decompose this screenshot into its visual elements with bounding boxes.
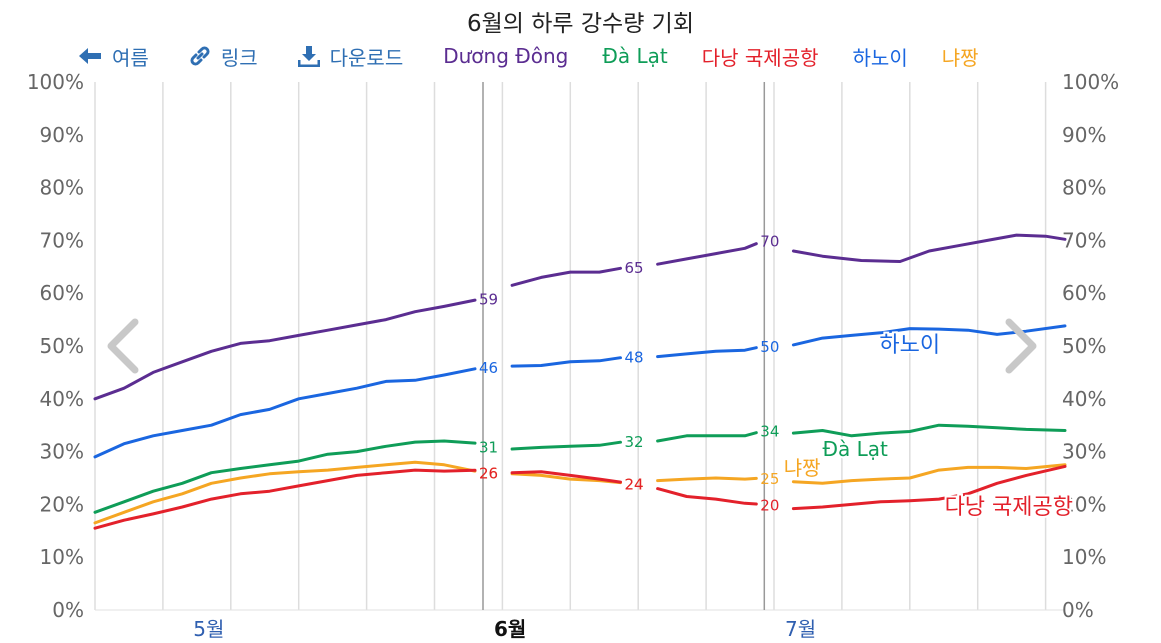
x-tick-label: 7월 (785, 617, 816, 641)
y-tick-label-left: 0% (52, 598, 84, 622)
series-0: 59 65 70 (93, 232, 1067, 401)
y-tick-label-right: 10% (1062, 545, 1106, 569)
y-tick-label-right: 50% (1062, 334, 1106, 358)
data-label: 34 (760, 422, 779, 440)
data-label: 20 (760, 496, 779, 514)
data-label: 46 (479, 359, 498, 377)
legend-item-da-nang[interactable]: 다낭 국제공항 (701, 45, 819, 70)
grid-lines (94, 82, 1047, 610)
chevron-right-icon (1005, 318, 1037, 374)
series-line (656, 476, 758, 483)
series-line (791, 423, 1067, 438)
link-icon (189, 45, 211, 67)
data-label: 26 (479, 465, 498, 483)
y-tick-label-right: 90% (1062, 123, 1106, 147)
y-tick-label-left: 30% (40, 440, 84, 464)
series-line (656, 431, 758, 443)
next-month-button[interactable] (1001, 318, 1041, 374)
data-label: 26 (479, 465, 498, 483)
data-label: 50 (760, 338, 779, 356)
prev-month-button[interactable] (103, 318, 143, 374)
series-4: 26 24 20 (93, 464, 1067, 530)
x-tick-label: 5월 (193, 617, 224, 641)
data-label: 24 (625, 475, 644, 493)
series-annotation: 다낭 국제공항 (945, 495, 1073, 520)
x-tick-label: 6월 (494, 617, 526, 641)
series-line (510, 266, 622, 287)
series-line (510, 470, 622, 484)
y-tick-label-left: 80% (40, 176, 84, 200)
series-annotation: 냐짱 (784, 456, 821, 480)
y-tick-label-left: 70% (40, 228, 84, 252)
y-tick-label-left: 50% (40, 334, 84, 358)
chevron-left-icon (107, 318, 139, 374)
toolbar: 여름 링크 다운로드 Dương Đông Đà Lạt 다낭 국제공항 하노이… (78, 40, 1013, 72)
y-tick-label-right: 40% (1062, 387, 1106, 411)
series-line (791, 324, 1067, 347)
series-line (656, 487, 758, 506)
series-line (656, 346, 758, 359)
download-icon (297, 45, 321, 68)
series-3: 26 24 25 (93, 460, 1067, 525)
data-label: 59 (479, 290, 498, 308)
data-label: 24 (625, 475, 644, 493)
data-label: 31 (479, 438, 498, 456)
series-line (93, 367, 477, 459)
series-line (791, 233, 1067, 263)
legend-item-duong-dong[interactable]: Dương Đông (443, 44, 569, 68)
data-label: 65 (625, 259, 644, 277)
data-label: 70 (760, 232, 779, 250)
y-tick-label-right: 30% (1062, 440, 1106, 464)
back-button[interactable]: 여름 (78, 42, 149, 71)
y-tick-label-left: 40% (40, 387, 84, 411)
series-line (791, 464, 1067, 511)
y-tick-label-right: 100% (1062, 70, 1119, 94)
data-label: 25 (760, 470, 779, 488)
y-tick-label-left: 20% (40, 492, 84, 516)
series-line (93, 468, 477, 530)
arrow-left-icon (78, 46, 102, 66)
download-label: 다운로드 (329, 45, 404, 70)
link-label: 링크 (220, 45, 258, 70)
legend-item-da-lat[interactable]: Đà Lạt (602, 44, 668, 68)
y-tick-label-left: 90% (40, 123, 84, 147)
series-line (791, 463, 1067, 485)
y-tick-label-right: 80% (1062, 176, 1106, 200)
y-axis: 0% 0% 10% 10% 20% 20% 30% 30% 40% 40% 50% 50% 60% 60%… (27, 70, 1119, 622)
link-button[interactable]: 링크 (189, 42, 258, 71)
x-axis: 5월 6월 7월 (193, 617, 816, 641)
legend-item-nha-trang[interactable]: 냐짱 (941, 45, 979, 70)
chart-title: 6월의 하루 강수량 기회 (466, 11, 694, 37)
y-tick-label-left: 60% (40, 281, 84, 305)
y-tick-label-left: 10% (40, 545, 84, 569)
y-tick-label-left: 100% (27, 70, 84, 94)
data-label: 32 (625, 433, 644, 451)
series-line (93, 298, 477, 401)
y-tick-label-right: 0% (1062, 598, 1094, 622)
series-line (656, 242, 758, 266)
y-tick-label-right: 70% (1062, 228, 1106, 252)
series-line (93, 460, 477, 525)
series-line (510, 440, 622, 451)
series-line (510, 356, 622, 368)
series-annotation: Đà Lạt (823, 437, 889, 461)
y-tick-label-right: 60% (1062, 281, 1106, 305)
download-button[interactable]: 다운로드 (297, 42, 404, 71)
data-label: 48 (625, 349, 644, 367)
series-annotation: 하노이 (879, 333, 940, 358)
back-label: 여름 (112, 45, 149, 70)
series-line (93, 439, 477, 514)
series-1: 46 48 50 (93, 324, 1067, 459)
legend-item-hanoi[interactable]: 하노이 (852, 45, 908, 70)
y-tick-label-right: 20% (1062, 492, 1106, 516)
series-2: 31 32 34 (93, 422, 1067, 514)
